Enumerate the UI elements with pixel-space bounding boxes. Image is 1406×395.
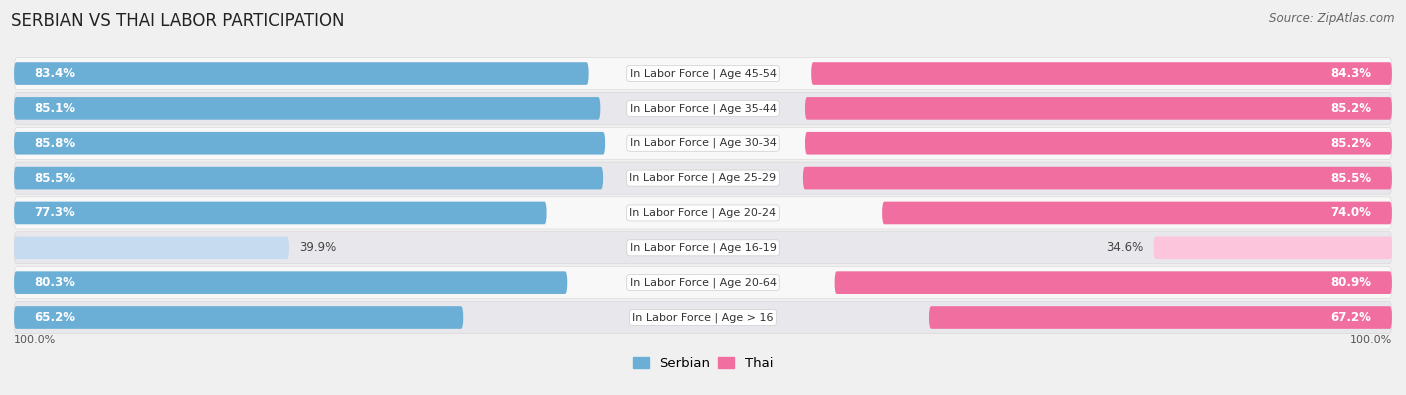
Text: 39.9%: 39.9% [299,241,336,254]
Text: 80.3%: 80.3% [35,276,76,289]
Text: 85.8%: 85.8% [35,137,76,150]
FancyBboxPatch shape [14,127,1392,159]
Text: 85.1%: 85.1% [35,102,76,115]
Text: In Labor Force | Age 45-54: In Labor Force | Age 45-54 [630,68,776,79]
Text: 85.5%: 85.5% [1330,171,1371,184]
FancyBboxPatch shape [14,162,1392,194]
FancyBboxPatch shape [14,306,463,329]
FancyBboxPatch shape [14,97,600,120]
Text: 80.9%: 80.9% [1330,276,1371,289]
FancyBboxPatch shape [1153,237,1392,259]
FancyBboxPatch shape [14,301,1392,333]
FancyBboxPatch shape [806,132,1392,154]
FancyBboxPatch shape [14,92,1392,124]
FancyBboxPatch shape [14,237,290,259]
FancyBboxPatch shape [14,267,1392,299]
FancyBboxPatch shape [14,197,1392,229]
Text: 100.0%: 100.0% [14,335,56,345]
FancyBboxPatch shape [14,167,603,190]
FancyBboxPatch shape [835,271,1392,294]
FancyBboxPatch shape [14,132,605,154]
Text: In Labor Force | Age 30-34: In Labor Force | Age 30-34 [630,138,776,149]
Text: 85.5%: 85.5% [35,171,76,184]
Text: 77.3%: 77.3% [35,207,76,220]
FancyBboxPatch shape [14,58,1392,90]
FancyBboxPatch shape [14,62,589,85]
Text: 34.6%: 34.6% [1107,241,1143,254]
FancyBboxPatch shape [811,62,1392,85]
FancyBboxPatch shape [14,271,567,294]
Text: In Labor Force | Age 35-44: In Labor Force | Age 35-44 [630,103,776,114]
Text: In Labor Force | Age > 16: In Labor Force | Age > 16 [633,312,773,323]
FancyBboxPatch shape [806,97,1392,120]
Text: 67.2%: 67.2% [1330,311,1371,324]
FancyBboxPatch shape [14,201,547,224]
Text: In Labor Force | Age 20-64: In Labor Force | Age 20-64 [630,277,776,288]
Text: 83.4%: 83.4% [35,67,76,80]
Text: 85.2%: 85.2% [1330,102,1371,115]
Text: 84.3%: 84.3% [1330,67,1371,80]
FancyBboxPatch shape [929,306,1392,329]
Text: 65.2%: 65.2% [35,311,76,324]
Text: In Labor Force | Age 25-29: In Labor Force | Age 25-29 [630,173,776,183]
FancyBboxPatch shape [803,167,1392,190]
Text: 74.0%: 74.0% [1330,207,1371,220]
Legend: Serbian, Thai: Serbian, Thai [627,352,779,376]
Text: In Labor Force | Age 16-19: In Labor Force | Age 16-19 [630,243,776,253]
Text: Source: ZipAtlas.com: Source: ZipAtlas.com [1270,12,1395,25]
FancyBboxPatch shape [882,201,1392,224]
Text: 100.0%: 100.0% [1350,335,1392,345]
Text: In Labor Force | Age 20-24: In Labor Force | Age 20-24 [630,208,776,218]
FancyBboxPatch shape [14,232,1392,264]
Text: SERBIAN VS THAI LABOR PARTICIPATION: SERBIAN VS THAI LABOR PARTICIPATION [11,12,344,30]
Text: 85.2%: 85.2% [1330,137,1371,150]
